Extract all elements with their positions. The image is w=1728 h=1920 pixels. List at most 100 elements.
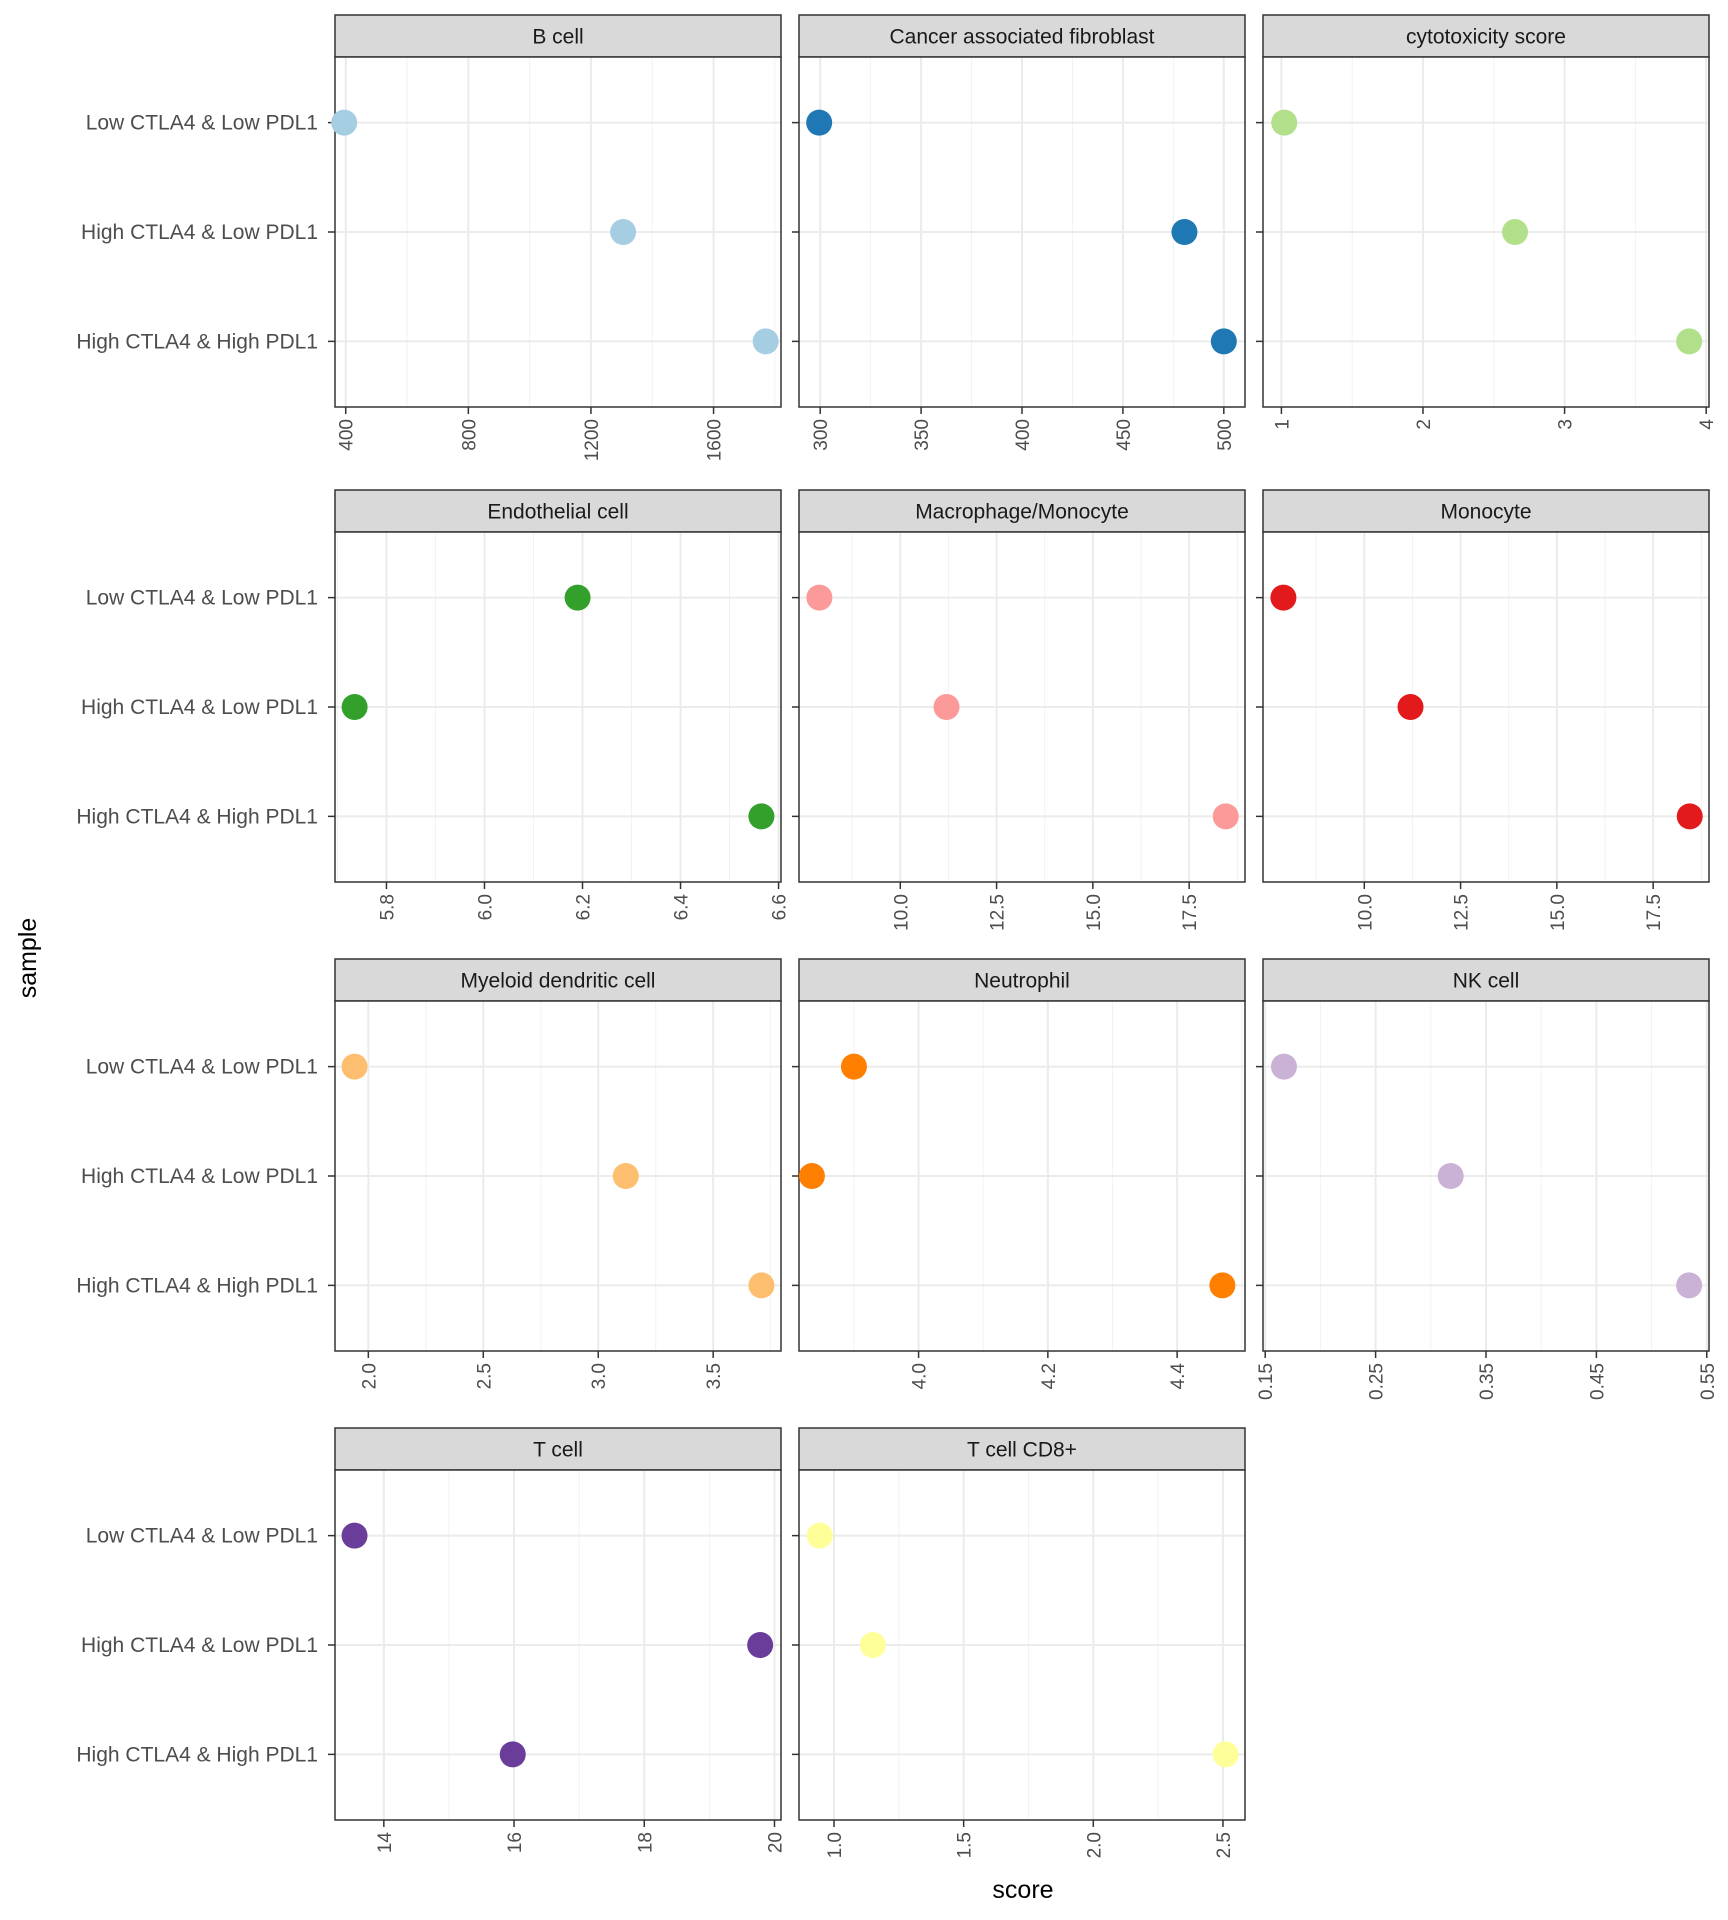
facet-title: cytotoxicity score: [1406, 26, 1566, 49]
facet-title: Monocyte: [1440, 501, 1531, 524]
data-point: [1676, 1272, 1703, 1299]
data-point: [1210, 328, 1237, 355]
x-tick-label: 6.2: [574, 894, 595, 920]
data-point: [612, 1163, 639, 1189]
facet-panel: Neutrophil 4.0 4.2 4.4: [792, 958, 1246, 1390]
x-tick-label: 4.4: [1168, 1363, 1189, 1390]
data-point: [499, 1741, 526, 1768]
y-axis-title: sample: [14, 918, 42, 999]
x-tick-label: 2.0: [1084, 1832, 1105, 1858]
facet-strip: [798, 489, 1246, 533]
data-point: [331, 109, 358, 136]
data-point: [1271, 109, 1298, 136]
facet-strip: [334, 1427, 782, 1471]
facet-strip: [798, 1427, 1246, 1471]
data-point: [752, 328, 779, 355]
facet-title: NK cell: [1453, 970, 1520, 993]
y-tick-label: Low CTLA4 & Low PDL1: [86, 1525, 318, 1548]
x-tick-label: 6.0: [475, 894, 496, 920]
x-tick-label: 400: [1013, 419, 1034, 451]
facet-panel: NK cell 0.15 0.25 0.35 0.45 0.55: [1256, 958, 1719, 1400]
x-tick-label: 2: [1414, 419, 1435, 430]
data-point: [747, 1632, 774, 1658]
facet-panel: Endothelial cell 5.8 6.0 6.2 6.4 6.6 Low CTLA4…: [76, 489, 791, 920]
data-point: [341, 1522, 368, 1549]
x-tick-label: 17.5: [1180, 894, 1201, 931]
data-point: [859, 1632, 886, 1658]
x-tick-label: 2.5: [474, 1363, 495, 1389]
data-point: [1171, 219, 1198, 245]
x-tick-label: 1.5: [955, 1832, 976, 1858]
facet-strip: [334, 958, 782, 1002]
facet-panels: B cell 400 800 1200 1600 Low CTLA4 & Low PDL1…: [76, 14, 1719, 1858]
y-tick-label: High CTLA4 & High PDL1: [76, 1743, 318, 1766]
x-tick-label: 18: [635, 1832, 656, 1853]
y-tick-label: High CTLA4 & High PDL1: [76, 1274, 318, 1297]
x-tick-label: 500: [1215, 419, 1236, 451]
x-tick-label: 12.5: [988, 894, 1009, 931]
facet-title: Endothelial cell: [487, 501, 628, 524]
facet-title: B cell: [532, 26, 583, 49]
x-tick-label: 0.55: [1698, 1363, 1719, 1400]
x-tick-label: 2.0: [359, 1363, 380, 1389]
data-point: [1212, 1741, 1239, 1768]
data-point: [1397, 694, 1424, 720]
facet-strip: [1262, 489, 1710, 533]
x-axis-title: score: [992, 1876, 1053, 1904]
facet-strip: [1262, 14, 1710, 58]
y-tick-label: High CTLA4 & High PDL1: [76, 330, 318, 353]
x-tick-label: 10.0: [891, 894, 912, 931]
x-tick-label: 17.5: [1644, 894, 1665, 931]
facet-strip: [1262, 958, 1710, 1002]
data-point: [341, 1053, 368, 1080]
x-tick-label: 15.0: [1084, 894, 1105, 931]
data-point: [933, 694, 960, 720]
facet-title: Neutrophil: [974, 970, 1070, 993]
x-tick-label: 0.15: [1256, 1363, 1277, 1400]
x-tick-label: 10.0: [1355, 894, 1376, 931]
facet-panel: Macrophage/Monocyte 10.0 12.5 15.0 17.5: [792, 489, 1246, 931]
x-tick-label: 2.5: [1214, 1832, 1235, 1858]
facet-panel: Myeloid dendritic cell 2.0 2.5 3.0 3.5 Low CT…: [76, 958, 782, 1389]
data-point: [1212, 803, 1239, 830]
facet-panel: T cell CD8+ 1.0 1.5 2.0 2.5: [792, 1427, 1246, 1858]
x-tick-label: 15.0: [1548, 894, 1569, 931]
facet-strip: [334, 14, 782, 58]
data-point: [806, 584, 833, 611]
y-tick-label: Low CTLA4 & Low PDL1: [86, 587, 318, 610]
y-tick-label: High CTLA4 & Low PDL1: [81, 221, 318, 244]
facet-strip: [334, 489, 782, 533]
x-tick-label: 12.5: [1452, 894, 1473, 931]
y-tick-label: High CTLA4 & Low PDL1: [81, 1165, 318, 1188]
facet-panel: Cancer associated fibroblast 300 350 400 450…: [792, 14, 1246, 451]
data-point: [1270, 584, 1297, 611]
data-point: [1676, 328, 1703, 355]
x-tick-label: 1.0: [825, 1832, 846, 1858]
data-point: [610, 219, 637, 245]
facet-title: Cancer associated fibroblast: [890, 26, 1155, 49]
y-tick-label: Low CTLA4 & Low PDL1: [86, 1056, 318, 1079]
x-tick-label: 3: [1556, 419, 1577, 430]
x-tick-label: 3.0: [589, 1363, 610, 1389]
y-tick-label: High CTLA4 & High PDL1: [76, 805, 318, 828]
x-tick-label: 6.6: [770, 894, 791, 920]
x-tick-label: 1: [1272, 419, 1293, 430]
x-tick-label: 300: [811, 419, 832, 451]
x-tick-label: 4.0: [910, 1363, 931, 1389]
x-tick-label: 1600: [705, 419, 726, 461]
data-point: [806, 109, 833, 136]
data-point: [748, 1272, 775, 1299]
facet-panel: Monocyte 10.0 12.5 15.0 17.5: [1256, 489, 1710, 931]
facet-panel: B cell 400 800 1200 1600 Low CTLA4 & Low PDL1…: [76, 14, 782, 461]
facet-title: T cell CD8+: [967, 1439, 1077, 1462]
x-tick-label: 0.45: [1587, 1363, 1608, 1400]
x-tick-label: 1200: [582, 419, 603, 461]
data-point: [806, 1522, 833, 1549]
data-point: [1502, 219, 1529, 245]
facet-strip: [798, 14, 1246, 58]
y-tick-label: High CTLA4 & Low PDL1: [81, 1634, 318, 1657]
x-tick-label: 4: [1697, 419, 1718, 430]
y-tick-label: Low CTLA4 & Low PDL1: [86, 112, 318, 135]
data-point: [1270, 1053, 1297, 1080]
